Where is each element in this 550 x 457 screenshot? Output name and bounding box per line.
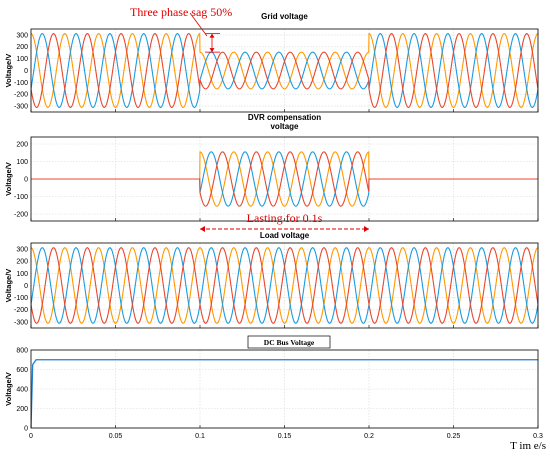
panel-2: -200 -100 0 100 200 Voltage/V DVR compensation… [4, 113, 539, 222]
y-tick-label: -300 [14, 103, 28, 110]
y-tick-label: -100 [14, 80, 28, 87]
series-group [31, 32, 538, 108]
y-tick-label: 200 [16, 141, 28, 148]
y-tick-label: 0 [24, 176, 28, 183]
y-axis-label: Voltage/V [4, 269, 13, 303]
series-group [31, 151, 538, 207]
x-tick-label: 0.05 [109, 433, 123, 440]
panel-title: Load voltage [260, 231, 310, 240]
panel-title-line2: voltage [270, 122, 299, 131]
phase-a-line [31, 32, 538, 108]
y-tick-label: -100 [14, 295, 28, 302]
y-tick-label: 300 [16, 246, 28, 253]
y-tick-label: 200 [16, 406, 28, 413]
phase-a-line [31, 247, 538, 324]
y-axis-label: Voltage/V [4, 54, 13, 88]
dc-bus-line [31, 359, 538, 428]
y-axis-label: Voltage/V [4, 372, 13, 406]
y-tick-label: 100 [16, 271, 28, 278]
x-tick-label: 0.1 [195, 433, 205, 440]
title-box [247, 335, 331, 349]
panel-title: Grid voltage [261, 12, 308, 21]
panel-1: -300 -200 -100 0 100 200 300 Voltage/V Grid volt… [4, 12, 539, 113]
y-tick-label: 200 [16, 259, 28, 266]
series-group [31, 359, 538, 428]
y-tick-label: 0 [24, 425, 28, 432]
panel-title: DVR compensation [248, 113, 321, 122]
y-tick-label: 400 [16, 386, 28, 393]
duration-arrowhead-right [364, 226, 369, 232]
panel-4: 0 200 400 600 800 Voltage/V DC Bus Voltage [4, 335, 539, 432]
y-axis-label: Voltage/V [4, 162, 13, 196]
duration-arrowhead-left [200, 226, 205, 232]
x-tick-label: 0.3 [533, 433, 543, 440]
y-tick-label: 600 [16, 367, 28, 374]
x-tick-label: 0.25 [447, 433, 461, 440]
y-tick-label: 200 [16, 44, 28, 51]
y-tick-label: -200 [14, 211, 28, 218]
y-tick-label: -200 [14, 307, 28, 314]
x-tick-label: 0.15 [278, 433, 292, 440]
panel-title: DC Bus Voltage [264, 338, 315, 347]
y-tick-label: 0 [24, 283, 28, 290]
x-tick-label: 0.2 [364, 433, 374, 440]
x-axis-label: T im e/s [510, 440, 546, 452]
y-tick-label: 300 [16, 32, 28, 39]
x-tick-label: 0 [29, 433, 33, 440]
y-tick-label: 100 [16, 56, 28, 63]
y-tick-label: 0 [24, 68, 28, 75]
sag-pointer [189, 12, 208, 37]
phase-c-line [31, 33, 538, 108]
sag-annotation: Three phase sag 50% [130, 5, 232, 19]
sag-arrowhead-down [209, 48, 215, 53]
y-tick-label: -300 [14, 319, 28, 326]
y-tick-label: 800 [16, 347, 28, 354]
series-group [31, 247, 538, 324]
y-tick-label: 100 [16, 159, 28, 166]
y-tick-label: -200 [14, 92, 28, 99]
panel-3: -300 -200 -100 0 100 200 300 Voltage/V Load volt… [4, 231, 539, 329]
phase-c-line [31, 247, 538, 324]
duration-annotation: Lasting for 0.1s [247, 211, 323, 225]
y-tick-label: -100 [14, 194, 28, 201]
sag-arrowhead-up [209, 33, 215, 38]
phase-c-line [31, 151, 538, 207]
